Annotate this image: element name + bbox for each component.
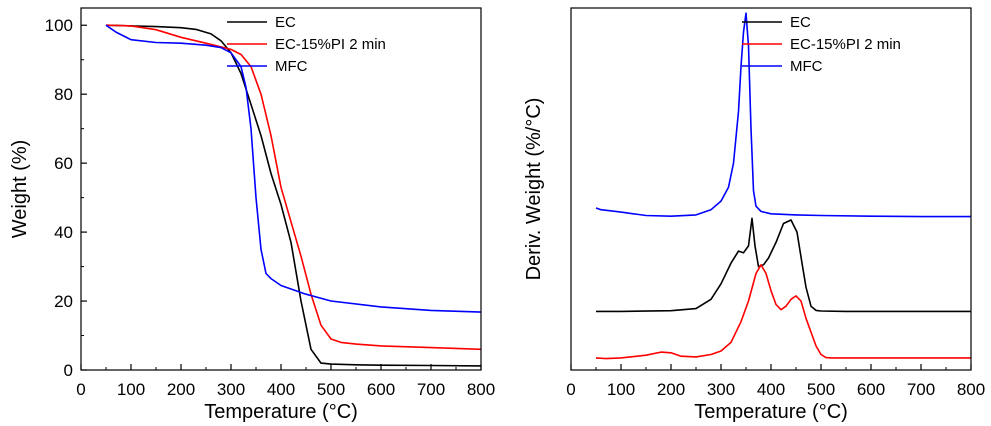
legend-label: EC-15%PI 2 min (790, 36, 901, 53)
x-tick-label: 800 (467, 380, 495, 399)
legend-label: EC (275, 14, 296, 31)
legend: EC EC-15%PI 2 min MFC (227, 14, 386, 75)
y-axis-label: Deriv. Weight (%/°C) (523, 98, 545, 281)
y-tick-label: 100 (45, 16, 73, 35)
x-tick-label: 100 (117, 380, 145, 399)
x-tick-label: 200 (657, 380, 685, 399)
series-layer (105, 24, 482, 367)
x-tick-label: 800 (957, 380, 985, 399)
x-tick-label: 500 (807, 380, 835, 399)
y-tick-label: 80 (54, 85, 73, 104)
x-tick-label: 600 (367, 380, 395, 399)
x-tick-label: 600 (857, 380, 885, 399)
legend: EC EC-15%PI 2 min MFC (742, 14, 901, 75)
x-tick-label: 0 (566, 380, 575, 399)
plot-frame (570, 7, 972, 371)
series-line-mfc (105, 24, 482, 313)
y-axis: 0 20 40 60 80 100 (45, 16, 87, 380)
series-line-ec (105, 24, 482, 367)
x-tick-label: 0 (76, 380, 85, 399)
x-axis-label: Temperature (°C) (694, 401, 848, 423)
x-axis-label: Temperature (°C) (204, 401, 358, 423)
y-tick-label: 0 (64, 361, 73, 380)
x-tick-label: 400 (267, 380, 295, 399)
legend-label: MFC (790, 58, 823, 75)
x-axis: 0 100 200 300 400 500 600 700 800 (566, 364, 985, 399)
legend-label: EC-15%PI 2 min (275, 36, 386, 53)
x-tick-label: 200 (167, 380, 195, 399)
x-tick-label: 700 (907, 380, 935, 399)
dtg-derivative-chart: 0 100 200 300 400 500 600 700 800 Temperature (°… (523, 7, 985, 423)
series-line-ec-15-pi-2-min (595, 264, 971, 360)
series-layer (595, 12, 971, 360)
y-tick-label: 60 (54, 154, 73, 173)
x-tick-label: 700 (417, 380, 445, 399)
legend-label: EC (790, 14, 811, 31)
x-tick-label: 300 (707, 380, 735, 399)
y-tick-label: 40 (54, 223, 73, 242)
series-line-ec-15-pi-2-min (105, 24, 482, 351)
y-axis-label: Weight (%) (9, 140, 31, 239)
x-tick-label: 400 (757, 380, 785, 399)
x-tick-label: 500 (317, 380, 345, 399)
x-tick-label: 300 (217, 380, 245, 399)
legend-label: MFC (275, 58, 308, 75)
series-line-mfc (595, 12, 971, 218)
series-line-ec (596, 217, 971, 313)
y-tick-label: 20 (54, 292, 73, 311)
x-axis: 0 100 200 300 400 500 600 700 800 (76, 364, 495, 399)
tga-weight-chart: 0 100 200 300 400 500 600 700 800 0 20 40 60 80 100 T… (9, 7, 495, 423)
x-tick-label: 100 (607, 380, 635, 399)
